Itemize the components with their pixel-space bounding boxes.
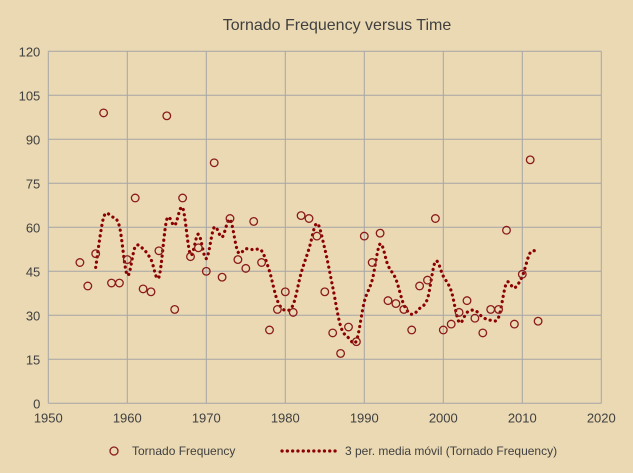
data-point (75, 258, 85, 267)
data-point (423, 275, 432, 285)
data-point (162, 111, 172, 121)
data-point (328, 328, 338, 338)
data-point (201, 266, 211, 276)
data-point (367, 258, 377, 267)
data-point (130, 193, 140, 203)
y-tick-label: 105 (19, 88, 41, 103)
x-tick-label: 2010 (508, 410, 537, 425)
x-tick-label: 1970 (192, 410, 221, 425)
y-axis: 0 15 30 45 60 75 90 105 120 (19, 44, 41, 411)
data-point (225, 214, 235, 223)
data-point (454, 307, 464, 317)
data-point (91, 249, 101, 259)
data-point (265, 325, 274, 335)
data-point (186, 252, 195, 262)
data-point (399, 304, 409, 314)
data-point (517, 269, 527, 279)
legend-label-scatter: Tornado Frequency (132, 444, 235, 458)
data-point (383, 296, 393, 306)
data-point (430, 214, 440, 223)
x-tick-label: 1990 (350, 410, 379, 425)
data-point (146, 287, 156, 297)
data-point (470, 313, 480, 323)
data-point (502, 225, 511, 235)
data-point (312, 231, 322, 241)
scatter-points (75, 108, 543, 358)
data-point (438, 325, 448, 335)
legend: Tornado Frequency 3 per. media móvil (To… (109, 444, 557, 458)
y-tick-label: 0 (33, 396, 40, 411)
grid (47, 50, 602, 404)
data-point (375, 228, 385, 238)
x-tick-label: 1960 (113, 410, 142, 425)
data-point (415, 281, 425, 291)
y-tick-label: 60 (26, 220, 40, 235)
data-point (114, 278, 124, 288)
y-tick-label: 45 (26, 264, 40, 279)
data-point (533, 316, 543, 326)
data-point (296, 211, 306, 221)
y-tick-label: 15 (26, 352, 40, 367)
x-tick-label: 1980 (271, 410, 300, 425)
data-point (336, 348, 346, 358)
data-point (83, 281, 93, 291)
legend-label-trend: 3 per. media móvil (Tornado Frequency) (345, 444, 557, 458)
data-point (257, 258, 267, 267)
data-point (122, 255, 132, 265)
data-point (233, 255, 243, 265)
data-point (320, 287, 330, 297)
data-point (288, 307, 298, 317)
data-point (525, 155, 535, 165)
data-point (99, 108, 109, 118)
y-tick-label: 75 (26, 176, 40, 191)
data-point (217, 272, 227, 282)
y-tick-label: 90 (26, 132, 40, 147)
data-point (107, 278, 116, 288)
x-tick-label: 1950 (34, 410, 63, 425)
x-tick-label: 2020 (587, 410, 616, 425)
x-axis: 1950 1960 1970 1980 1990 2000 2010 2020 (34, 410, 616, 425)
data-point (509, 319, 519, 329)
data-point (193, 243, 203, 253)
data-point (249, 216, 259, 226)
data-point (391, 299, 401, 309)
data-point (241, 263, 251, 273)
data-point (344, 322, 353, 332)
data-point (138, 284, 148, 294)
data-point (304, 214, 314, 223)
data-point (272, 304, 282, 314)
data-point (209, 158, 219, 168)
y-tick-label: 30 (26, 308, 40, 323)
data-point (494, 304, 504, 314)
y-tick-label: 120 (19, 44, 41, 59)
x-tick-label: 2000 (429, 410, 458, 425)
data-point (154, 246, 164, 256)
chart-title: Tornado Frequency versus Time (223, 17, 452, 34)
data-point (359, 231, 369, 241)
legend-marker-scatter (109, 446, 119, 456)
data-point (486, 304, 496, 314)
data-point (446, 319, 456, 329)
data-point (170, 304, 180, 314)
data-point (462, 296, 472, 306)
data-point (178, 193, 188, 203)
data-point (407, 325, 417, 335)
data-point (351, 337, 361, 347)
data-point (280, 287, 290, 297)
moving-average-line (94, 205, 540, 345)
data-point (478, 328, 488, 338)
